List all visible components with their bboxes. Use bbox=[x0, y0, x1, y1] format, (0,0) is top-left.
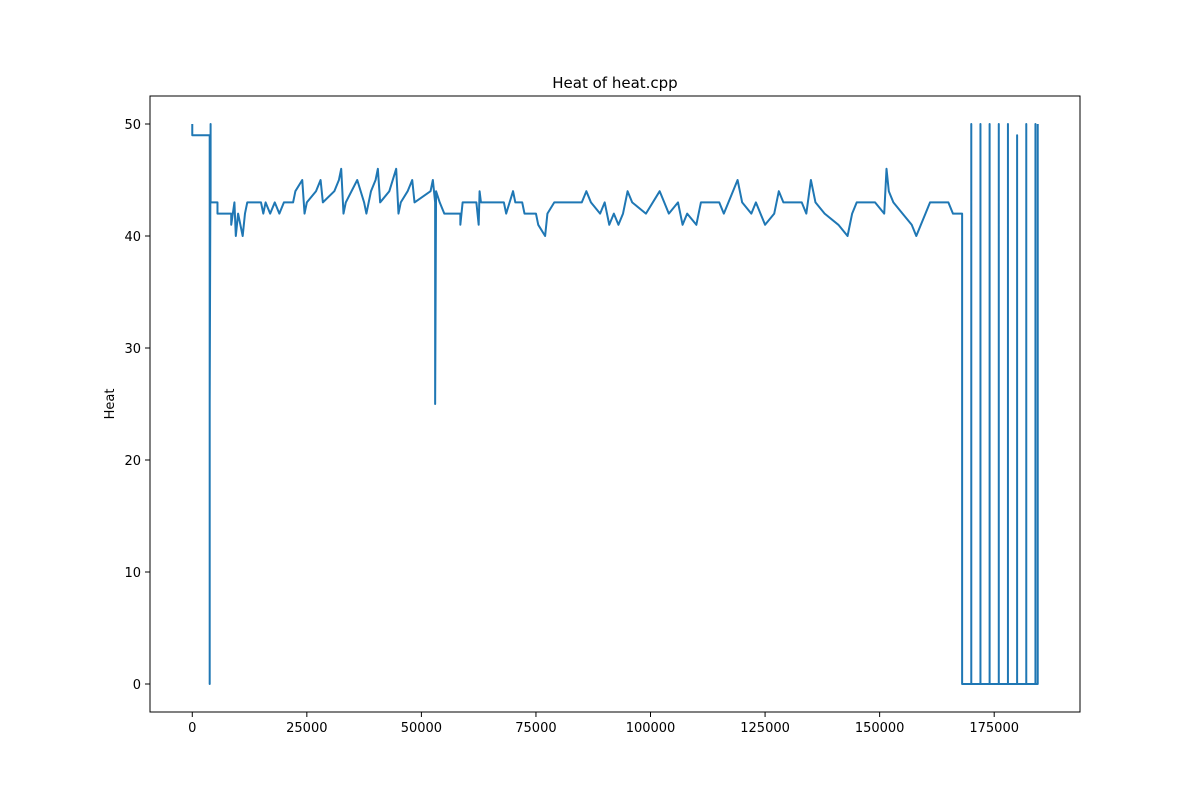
x-tick-label: 150000 bbox=[855, 721, 905, 736]
plot-area bbox=[191, 123, 1039, 685]
x-tick-label: 50000 bbox=[401, 721, 442, 736]
y-tick-label: 40 bbox=[124, 230, 141, 245]
y-tick-label: 50 bbox=[124, 118, 141, 133]
y-tick-label: 20 bbox=[124, 454, 141, 469]
y-tick-label: 10 bbox=[124, 566, 141, 581]
y-tick-label: 0 bbox=[133, 678, 141, 693]
x-tick-label: 175000 bbox=[969, 721, 1019, 736]
data-line bbox=[191, 123, 1039, 685]
x-tick-label: 125000 bbox=[740, 721, 790, 736]
x-tick-label: 25000 bbox=[286, 721, 327, 736]
x-tick-label: 75000 bbox=[515, 721, 556, 736]
axes-frame bbox=[149, 95, 1081, 713]
x-tick-label: 100000 bbox=[626, 721, 676, 736]
x-tick-label: 0 bbox=[188, 721, 196, 736]
y-tick-label: 30 bbox=[124, 342, 141, 357]
chart-title: Heat of heat.cpp bbox=[552, 74, 677, 92]
y-axis-label: Heat bbox=[103, 389, 118, 420]
